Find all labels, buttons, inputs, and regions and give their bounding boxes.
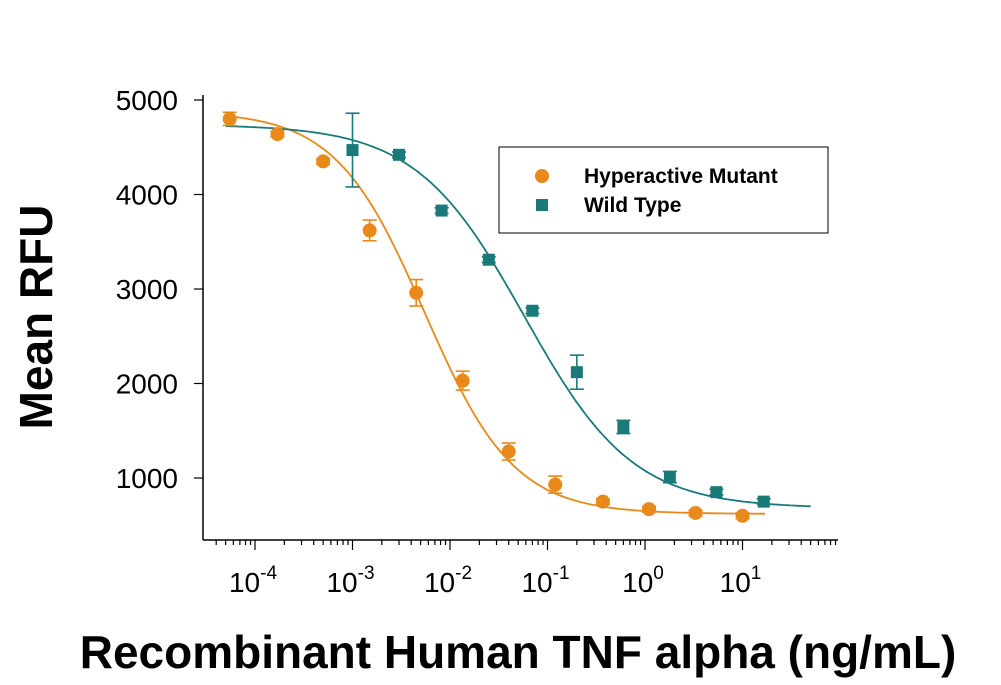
marker-square	[482, 253, 495, 266]
x-axis-title: Recombinant Human TNF alpha (ng/mL)	[80, 626, 957, 678]
data-point-hyperactive-mutant	[642, 502, 657, 517]
data-point-hyperactive-mutant	[501, 442, 516, 461]
fit-curve-hyperactive-mutant	[225, 115, 765, 515]
marker-square	[346, 144, 359, 157]
x-axis-ticks: 10-4 10-3 10-2 10-1 100 101	[215, 540, 837, 598]
y-tick-label: 5000	[116, 85, 178, 116]
marker-circle	[595, 494, 610, 509]
data-point-wild-type	[392, 148, 407, 161]
data-point-hyperactive-mutant	[316, 154, 331, 169]
y-tick-label: 4000	[116, 180, 178, 211]
y-axis-title: Mean RFU	[10, 205, 62, 430]
marker-circle	[270, 127, 285, 142]
data-point-hyperactive-mutant	[735, 508, 750, 523]
data-point-hyperactive-mutant	[270, 127, 285, 142]
data-point-wild-type	[569, 354, 584, 390]
marker-circle	[316, 154, 331, 169]
data-point-hyperactive-mutant	[409, 278, 424, 307]
marker-square	[435, 204, 448, 217]
data-point-hyperactive-mutant	[688, 505, 703, 520]
x-tick-label: 101	[720, 563, 762, 598]
data-point-wild-type	[709, 486, 724, 499]
x-tick-label: 10-3	[326, 563, 374, 598]
marker-square	[710, 486, 723, 499]
marker-circle	[362, 223, 377, 238]
y-tick-label: 3000	[116, 274, 178, 305]
marker-square	[526, 304, 539, 317]
data-point-wild-type	[662, 470, 677, 484]
marker-circle	[222, 111, 237, 126]
legend-label: Wild Type	[584, 194, 681, 217]
y-tick-label: 1000	[116, 463, 178, 494]
y-axis-ticks: 1000 2000 3000 4000 5000	[116, 85, 203, 494]
x-tick-label: 10-2	[424, 563, 472, 598]
legend-label: Hyperactive Mutant	[584, 165, 778, 188]
x-tick-label: 100	[622, 563, 664, 598]
legend-marker	[535, 169, 549, 183]
marker-circle	[548, 477, 563, 492]
data-points	[222, 111, 771, 523]
marker-circle	[735, 508, 750, 523]
data-point-wild-type	[616, 419, 631, 435]
data-point-wild-type	[481, 253, 496, 266]
axes	[202, 95, 838, 541]
data-point-hyperactive-mutant	[222, 111, 237, 127]
marker-circle	[688, 505, 703, 520]
marker-circle	[642, 502, 657, 517]
marker-circle	[501, 444, 516, 459]
data-point-hyperactive-mutant	[595, 494, 610, 509]
x-tick-label: 10-1	[521, 563, 569, 598]
legend-item-hyperactive-mutant: Hyperactive Mutant	[535, 165, 778, 188]
data-point-hyperactive-mutant	[548, 475, 563, 494]
data-point-hyperactive-mutant	[362, 219, 377, 242]
marker-circle	[409, 285, 424, 300]
x-tick-label: 10-4	[229, 563, 277, 598]
legend-item-wild-type: Wild Type	[536, 194, 681, 217]
marker-circle	[455, 373, 470, 388]
data-point-hyperactive-mutant	[455, 370, 470, 391]
marker-square	[393, 148, 406, 161]
marker-square	[617, 420, 630, 433]
legend-box	[498, 146, 829, 234]
data-point-wild-type	[525, 304, 540, 317]
data-point-wild-type	[434, 204, 449, 217]
data-point-wild-type	[756, 495, 771, 508]
marker-square	[570, 366, 583, 379]
legend-marker	[536, 199, 548, 211]
marker-square	[757, 495, 770, 508]
marker-square	[663, 471, 676, 484]
data-point-wild-type	[345, 112, 360, 188]
y-tick-label: 2000	[116, 369, 178, 400]
legend: Hyperactive Mutant Wild Type	[498, 146, 829, 234]
